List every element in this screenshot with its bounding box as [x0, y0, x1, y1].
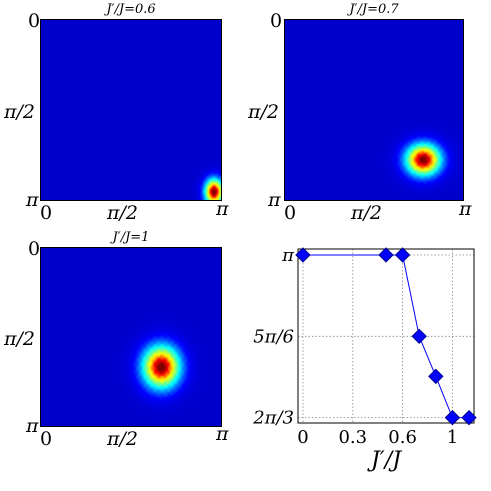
x-tick-label: 1 [447, 427, 458, 448]
panel-2-xtick-2: π [459, 198, 472, 220]
panel-2-ytick-0: 0 [270, 10, 283, 32]
panel-2-xtick-0: 0 [284, 202, 297, 224]
panel-1-ytick-2: π [26, 189, 39, 211]
panel-1-ytick-0: 0 [28, 10, 41, 32]
heatmap-2 [284, 19, 464, 201]
panel-1-xtick-1: π/2 [107, 202, 138, 224]
data-point [378, 247, 394, 263]
data-point [428, 368, 444, 385]
panel-2-title: J′/J=0.7 [349, 2, 399, 17]
panel-2-ytick-1: π/2 [248, 101, 279, 123]
panel-3-ytick-0: 0 [28, 238, 41, 260]
panel-1-ytick-1: π/2 [4, 101, 35, 123]
data-point [394, 247, 411, 263]
panel-3-ytick-1: π/2 [4, 328, 35, 350]
panel-3-xtick-0: 0 [40, 428, 53, 450]
x-axis-label: J′/J [367, 448, 402, 473]
x-tick-label: 0.6 [388, 427, 417, 448]
y-tick-label: 5π/6 [253, 326, 294, 347]
data-point [444, 409, 461, 426]
panel-3-title: J′/J=1 [112, 230, 150, 245]
data-point [461, 409, 477, 426]
data-point [295, 247, 311, 263]
data-point [411, 328, 427, 345]
panel-1-xtick-0: 0 [40, 202, 53, 224]
panel-3-xtick-2: π [216, 423, 229, 445]
panel-1-title: J′/J=0.6 [106, 2, 156, 17]
panel-2-ytick-2: π [268, 189, 281, 211]
panel-2-xtick-1: π/2 [351, 202, 382, 224]
y-tick-label: π [281, 245, 295, 266]
heatmap-1 [40, 19, 222, 201]
y-tick-label: 2π/3 [252, 408, 294, 429]
panel-3-xtick-1: π/2 [107, 428, 138, 450]
panel-3-ytick-2: π [26, 415, 39, 437]
x-tick-label: 0.3 [338, 427, 367, 448]
x-tick-label: 0 [297, 427, 308, 448]
heatmap-3 [40, 247, 222, 427]
panel-1-xtick-2: π [216, 198, 229, 220]
